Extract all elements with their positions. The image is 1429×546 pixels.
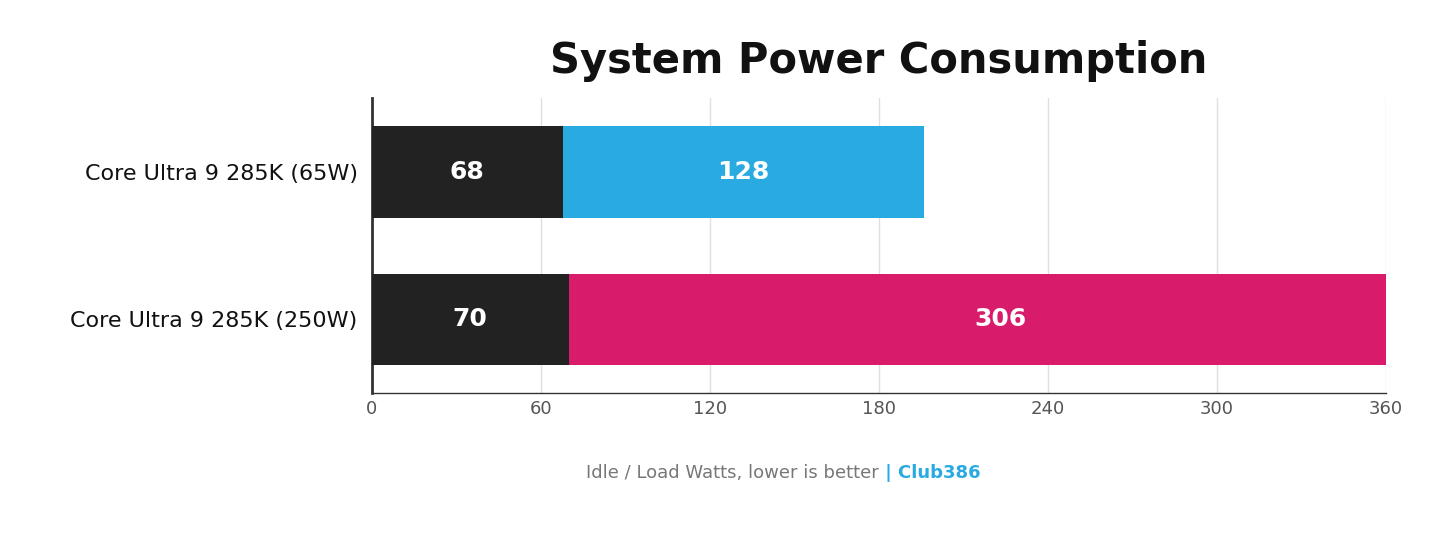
Text: | Club386: | Club386 [879,464,980,482]
Bar [372,274,569,365]
Bar [372,126,563,218]
Text: 306: 306 [975,307,1026,331]
Text: 68: 68 [450,160,484,184]
Title: System Power Consumption: System Power Consumption [550,40,1208,82]
Bar [563,126,925,218]
Text: 70: 70 [453,307,487,331]
Text: Idle / Load Watts, lower is better: Idle / Load Watts, lower is better [586,464,879,482]
Bar [569,274,1429,365]
Text: 128: 128 [717,160,770,184]
